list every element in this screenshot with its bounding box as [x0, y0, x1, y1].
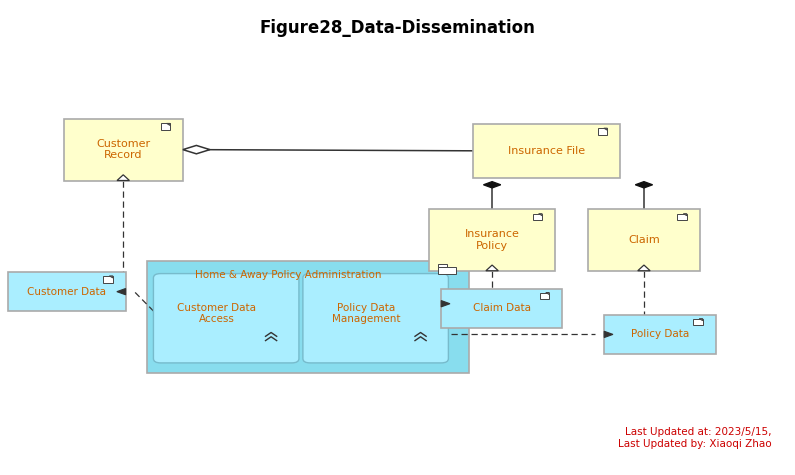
Bar	[147, 261, 469, 373]
Bar	[693, 319, 703, 325]
Bar	[429, 209, 555, 271]
Text: Figure28_Data-Dissemination: Figure28_Data-Dissemination	[259, 19, 536, 37]
Polygon shape	[604, 128, 607, 130]
Polygon shape	[546, 293, 549, 294]
Text: Customer
Record: Customer Record	[96, 139, 150, 161]
FancyBboxPatch shape	[303, 274, 448, 363]
Text: Customer Data: Customer Data	[27, 286, 107, 297]
Text: Policy Data: Policy Data	[630, 329, 689, 340]
FancyBboxPatch shape	[153, 274, 299, 363]
Bar	[161, 124, 170, 130]
Bar	[533, 214, 542, 220]
Polygon shape	[638, 265, 650, 271]
Text: Home & Away Policy Administration: Home & Away Policy Administration	[195, 270, 382, 280]
Text: Claim Data: Claim Data	[473, 303, 530, 314]
Bar	[540, 293, 549, 299]
Polygon shape	[684, 214, 687, 216]
Bar	[473, 124, 620, 178]
Bar	[438, 264, 447, 267]
Text: Claim: Claim	[628, 235, 660, 245]
Bar	[8, 272, 126, 311]
Bar	[64, 119, 183, 180]
Bar	[604, 315, 716, 354]
Text: Insurance
Policy: Insurance Policy	[464, 229, 520, 251]
Polygon shape	[635, 181, 653, 188]
Bar	[441, 289, 562, 328]
Text: Last Updated at: 2023/5/15,
Last Updated by: Xiaoqi Zhao: Last Updated at: 2023/5/15, Last Updated…	[618, 428, 771, 449]
Text: Insurance File: Insurance File	[508, 146, 585, 156]
Polygon shape	[183, 145, 210, 154]
Bar	[677, 214, 687, 220]
Polygon shape	[486, 265, 498, 271]
Text: Policy Data
Management: Policy Data Management	[332, 303, 401, 324]
Polygon shape	[700, 319, 703, 321]
Bar	[438, 267, 456, 275]
Polygon shape	[167, 124, 170, 125]
Polygon shape	[117, 288, 126, 295]
Bar	[598, 128, 607, 135]
Bar	[588, 209, 700, 271]
Bar	[103, 276, 113, 283]
Polygon shape	[539, 214, 542, 216]
Text: Customer Data
Access: Customer Data Access	[177, 303, 256, 324]
Polygon shape	[483, 181, 501, 188]
Polygon shape	[441, 301, 450, 307]
Polygon shape	[604, 331, 613, 338]
Polygon shape	[110, 276, 113, 278]
Polygon shape	[117, 175, 130, 180]
